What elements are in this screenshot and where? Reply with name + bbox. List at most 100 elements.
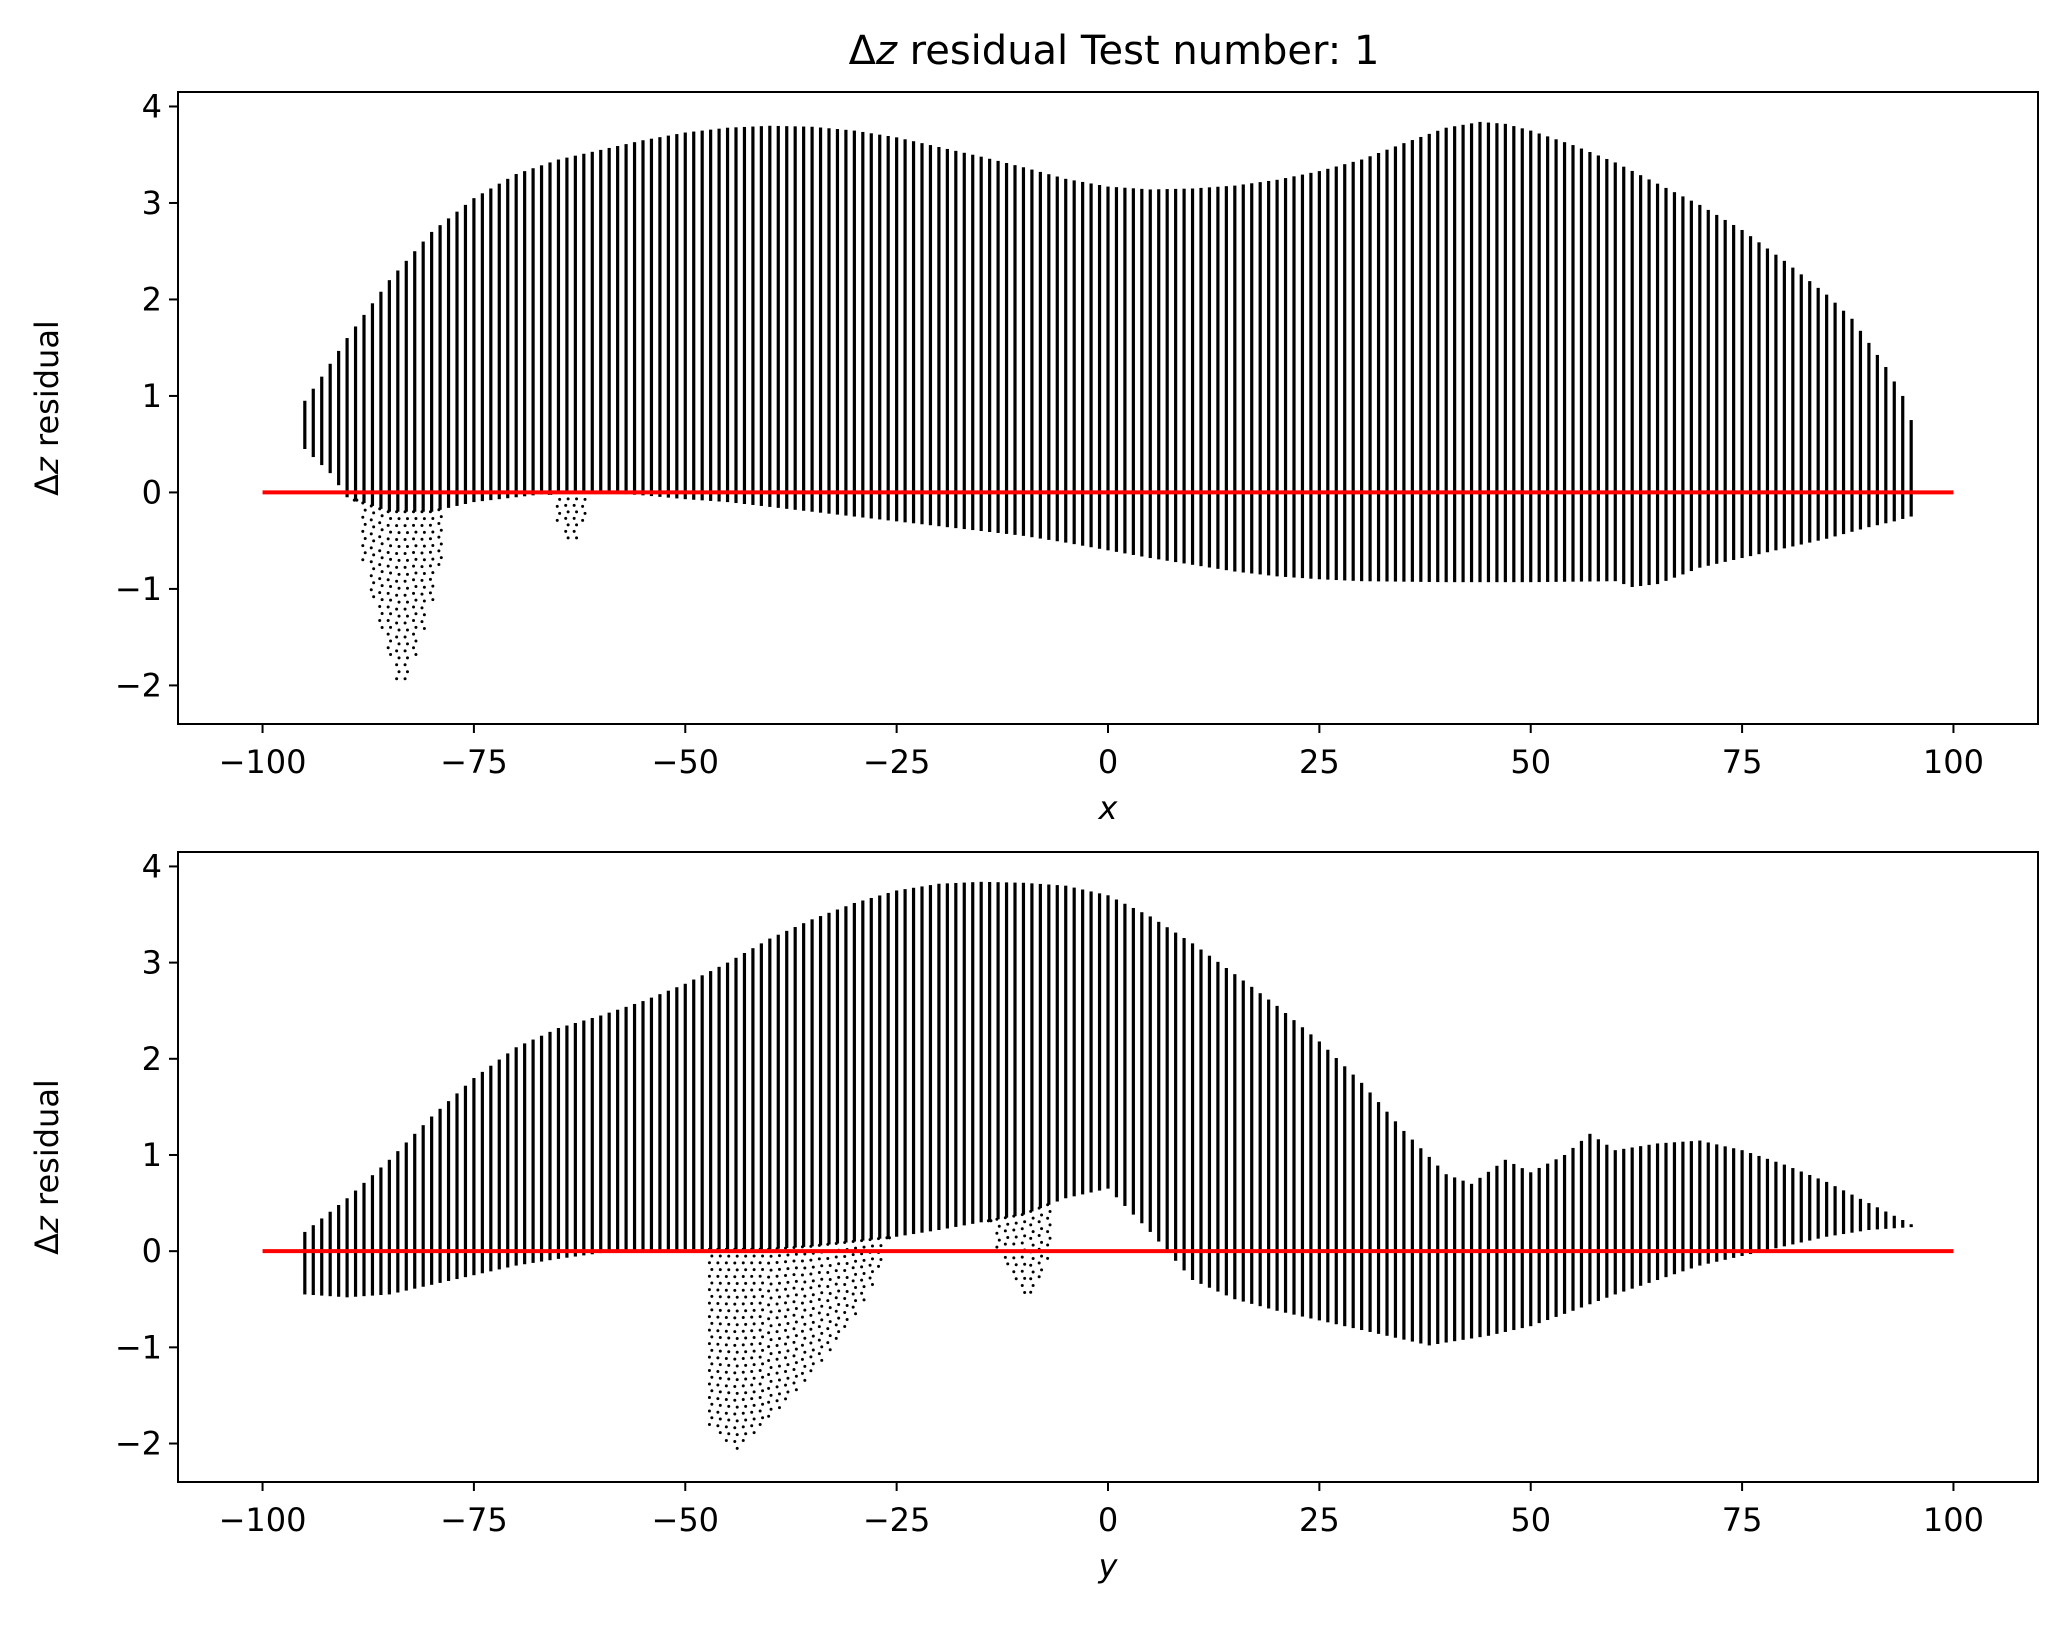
outlier-point <box>403 663 407 667</box>
outlier-point <box>412 564 416 568</box>
outlier-point <box>750 1410 754 1414</box>
point-column <box>920 143 924 525</box>
outlier-point <box>724 1275 728 1279</box>
outlier-point <box>828 1320 832 1324</box>
point-column <box>810 126 814 512</box>
outlier-point <box>750 1288 754 1292</box>
outlier-point <box>767 1289 771 1293</box>
point-column <box>1334 166 1338 581</box>
outlier-point <box>786 1335 790 1339</box>
outlier-point <box>1048 1236 1052 1240</box>
outlier-point <box>784 1315 788 1319</box>
outlier-point <box>733 1357 737 1361</box>
point-column <box>1190 943 1195 1281</box>
outlier-point <box>741 1288 745 1292</box>
outlier-point <box>820 1264 824 1268</box>
outlier-point <box>752 1268 756 1272</box>
outlier-point <box>727 1377 731 1381</box>
point-column <box>886 892 890 1238</box>
outlier-point <box>439 542 443 546</box>
outlier-point <box>431 598 435 602</box>
point-column <box>480 1071 484 1274</box>
point-column <box>1672 192 1677 578</box>
point-column <box>548 1031 552 1261</box>
outlier-point <box>403 551 407 555</box>
outlier-point <box>707 1422 711 1426</box>
point-column <box>709 971 713 1250</box>
outlier-point <box>710 1267 714 1271</box>
x-tick-label: 100 <box>1923 743 1984 781</box>
outlier-point <box>741 1384 745 1388</box>
point-column <box>1123 187 1127 554</box>
outlier-point <box>845 1262 849 1265</box>
outlier-point <box>834 1336 838 1340</box>
outlier-point <box>834 1282 838 1286</box>
outlier-point <box>995 1231 999 1235</box>
point-column <box>1461 1180 1465 1340</box>
outlier-point <box>803 1350 807 1354</box>
outlier-point <box>386 510 390 514</box>
outlier-point <box>750 1397 754 1401</box>
point-column <box>1004 163 1009 534</box>
outlier-point <box>800 1329 804 1333</box>
outlier-point <box>854 1312 858 1316</box>
point-column <box>1055 885 1059 1202</box>
outlier-point <box>786 1294 790 1298</box>
outlier-point <box>767 1275 771 1279</box>
outlier-point <box>800 1273 804 1277</box>
outlier-point <box>860 1278 864 1282</box>
point-column <box>531 168 535 496</box>
point-column <box>1148 189 1152 559</box>
outlier-point <box>403 649 407 653</box>
outlier-point <box>380 612 384 616</box>
outlier-point <box>1046 1256 1050 1260</box>
outlier-point <box>1020 1241 1024 1245</box>
point-column <box>463 204 468 504</box>
outlier-point <box>752 1363 756 1367</box>
outlier-point <box>885 1236 889 1240</box>
x-tick-label: 25 <box>1299 1501 1340 1539</box>
point-column <box>1529 130 1533 583</box>
outlier-point <box>397 586 401 590</box>
point-column <box>632 1003 637 1252</box>
point-column <box>1233 185 1237 572</box>
outlier-point <box>843 1282 847 1286</box>
outlier-point <box>727 1254 731 1258</box>
y-tick-label: 2 <box>142 1040 162 1078</box>
outlier-point <box>794 1252 798 1256</box>
outlier-point <box>851 1279 855 1283</box>
outlier-point <box>811 1320 815 1324</box>
point-column <box>590 1018 594 1255</box>
x-axis-label: x <box>1098 789 1119 827</box>
outlier-point <box>767 1317 771 1321</box>
outlier-point <box>372 581 376 585</box>
outlier-point <box>707 1301 711 1305</box>
point-column <box>1326 1049 1330 1323</box>
outlier-point <box>1020 1255 1024 1259</box>
point-column <box>725 962 730 1250</box>
point-column <box>1562 142 1567 582</box>
point-column <box>1748 1153 1753 1255</box>
outlier-point <box>752 1254 756 1258</box>
outlier-point <box>769 1296 773 1300</box>
outlier-point <box>727 1404 731 1408</box>
outlier-point <box>741 1275 745 1279</box>
point-column <box>1283 1013 1288 1313</box>
outlier-point <box>566 536 570 540</box>
point-column <box>1453 1177 1457 1342</box>
outlier-point <box>843 1324 847 1328</box>
point-column <box>1850 1194 1854 1233</box>
outlier-point <box>767 1345 771 1349</box>
outlier-point <box>386 619 390 623</box>
outlier-point <box>420 578 424 582</box>
point-column <box>911 887 916 1235</box>
outlier-point <box>775 1343 779 1347</box>
outlier-point <box>1023 1291 1027 1295</box>
outlier-point <box>862 1285 866 1289</box>
y-tick-label: 1 <box>142 377 162 415</box>
outlier-point <box>1003 1216 1007 1220</box>
outlier-point <box>414 653 418 657</box>
outlier-point <box>769 1352 773 1356</box>
outlier-point <box>879 1257 883 1261</box>
